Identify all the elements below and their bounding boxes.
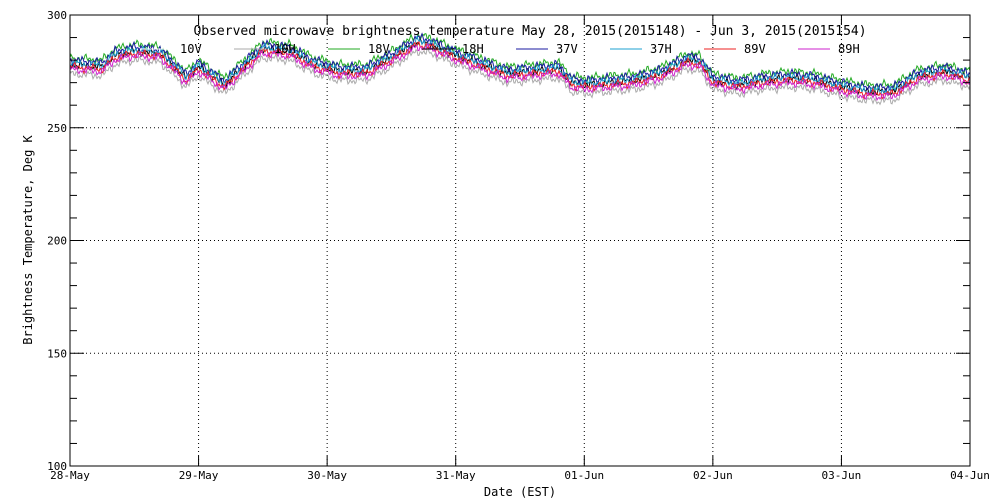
x-tick-label: 03-Jun: [822, 469, 862, 482]
legend-label-89v: 89V: [744, 42, 766, 56]
x-axis-title: Date (EST): [484, 485, 556, 499]
legend-label-37h: 37H: [650, 42, 672, 56]
series-line-10h: [69, 47, 971, 106]
x-tick-label: 29-May: [179, 469, 219, 482]
x-tick-label: 30-May: [307, 469, 347, 482]
legend: 10V 10H 18V 18H 37V 37H 89V 89H: [140, 42, 860, 56]
y-tick-label: 250: [47, 122, 67, 135]
y-tick-label: 200: [47, 235, 67, 248]
y-axis-title: Brightness Temperature, Deg K: [21, 134, 35, 344]
legend-label-37v: 37V: [556, 42, 578, 56]
x-tick-label: 31-May: [436, 469, 476, 482]
x-tick-label: 28-May: [50, 469, 90, 482]
y-tick-labels: 100 150 200 250 300: [47, 9, 67, 473]
series-lines: [69, 32, 971, 106]
x-tick-label: 01-Jun: [564, 469, 604, 482]
legend-label-18h: 18H: [462, 42, 484, 56]
legend-label-18v: 18V: [368, 42, 390, 56]
series-line-89h: [69, 42, 971, 102]
x-tick-label: 02-Jun: [693, 469, 733, 482]
series-line-37h: [69, 34, 971, 96]
y-tick-label: 150: [47, 347, 67, 360]
y-tick-label: 300: [47, 9, 67, 22]
legend-label-10v: 10V: [180, 42, 202, 56]
axis-ticks: [69, 14, 971, 467]
legend-label-10h: 10H: [274, 42, 296, 56]
y-tick-label: 100: [47, 460, 67, 473]
legend-label-89h: 89H: [838, 42, 860, 56]
chart-title: Observed microwave brightness temperatur…: [193, 24, 866, 39]
x-tick-labels: 28-May 29-May 30-May 31-May 01-Jun 02-Jun 03-J…: [50, 469, 990, 482]
x-tick-label: 04-Jun: [950, 469, 990, 482]
series-line-37v: [69, 32, 971, 93]
